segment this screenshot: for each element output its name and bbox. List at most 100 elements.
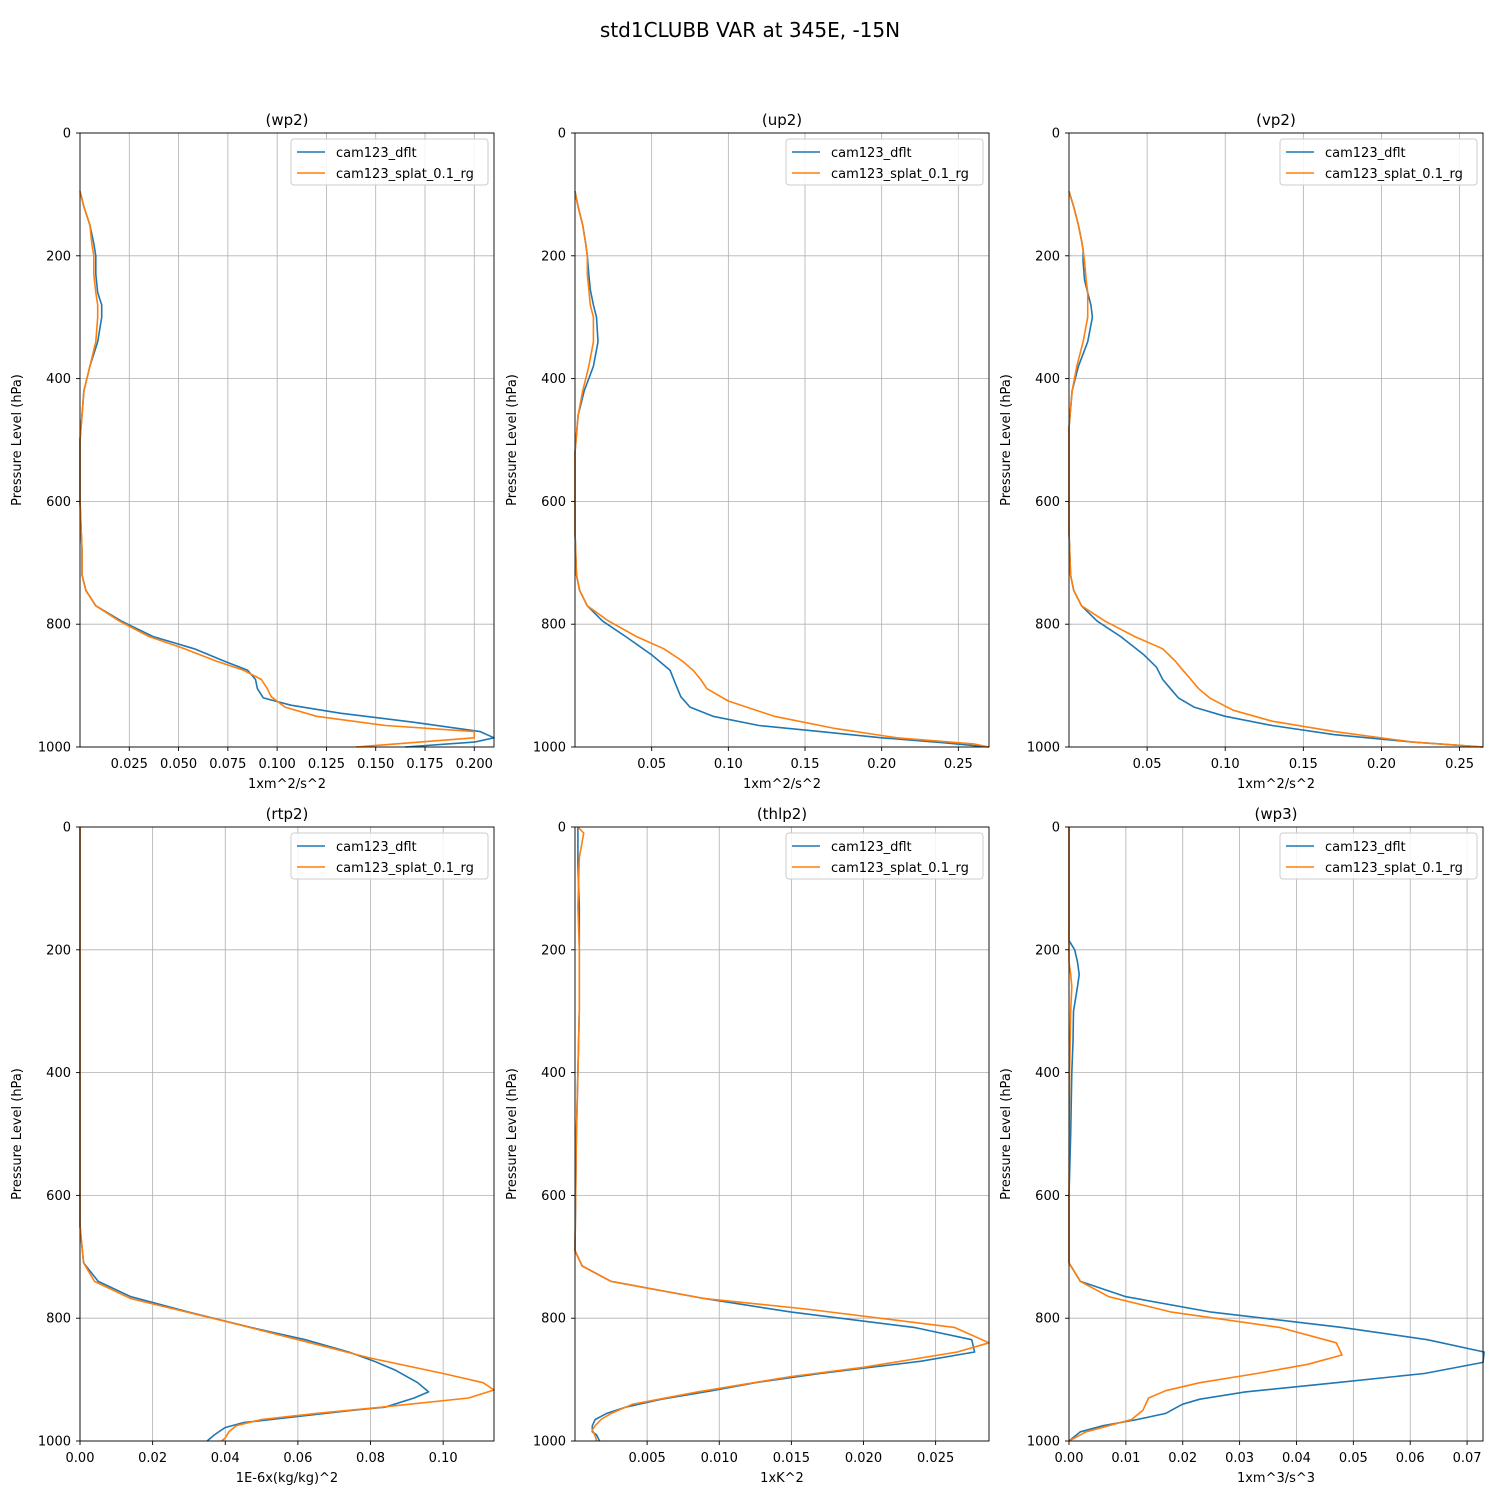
x-tick-label: 0.025	[111, 757, 148, 772]
legend-label: cam123_splat_0.1_rg	[336, 167, 474, 182]
y-axis-label: Pressure Level (hPa)	[505, 374, 520, 506]
legend-label: cam123_splat_0.1_rg	[1325, 861, 1463, 876]
y-tick-label: 400	[46, 1066, 71, 1081]
x-tick-label: 0.050	[160, 757, 197, 772]
panel-title: (vp2)	[1256, 111, 1296, 129]
axes-frame	[574, 826, 990, 1442]
legend-box	[785, 138, 984, 186]
x-tick-label: 0.15	[1289, 757, 1318, 772]
x-tick-label: 0.05	[1339, 1451, 1368, 1466]
legend-label: cam123_splat_0.1_rg	[336, 861, 474, 876]
x-tick-label: 0.175	[406, 757, 443, 772]
legend-label: cam123_dflt	[336, 146, 417, 161]
chart-panel: 0.05 0.10 0.15 0.20 0.25 0 200 400 600 800 1000 (vp…	[999, 111, 1484, 792]
series-line-cam123_splat_0.1_rg	[574, 826, 990, 1442]
y-tick-label: 0	[558, 821, 566, 836]
y-tick-label: 400	[1035, 372, 1060, 387]
panel-title: (wp3)	[1254, 805, 1297, 823]
x-tick-label: 0.15	[791, 757, 820, 772]
y-tick-label: 200	[541, 249, 566, 264]
legend: cam123_dflt cam123_splat_0.1_rg	[785, 138, 984, 186]
axes-frame	[1068, 132, 1484, 748]
y-tick-label: 1000	[38, 1435, 71, 1450]
x-axis-label: 1E-6x(kg/kg)^2	[236, 1471, 338, 1486]
x-tick-label: 0.00	[1055, 1451, 1084, 1466]
x-axis-label: 1xm^2/s^2	[1237, 777, 1315, 792]
y-tick-label: 200	[1035, 943, 1060, 958]
x-tick-label: 0.020	[845, 1451, 882, 1466]
legend-label: cam123_dflt	[336, 840, 417, 855]
panel-title: (rtp2)	[266, 805, 309, 823]
y-tick-label: 800	[1035, 1312, 1060, 1327]
y-tick-label: 1000	[38, 741, 71, 756]
x-tick-label: 0.04	[1282, 1451, 1311, 1466]
legend: cam123_dflt cam123_splat_0.1_rg	[290, 138, 489, 186]
y-tick-label: 600	[1035, 1189, 1060, 1204]
x-tick-label: 0.10	[714, 757, 743, 772]
y-tick-label: 600	[46, 1189, 71, 1204]
chart-panel: 0.00 0.01 0.02 0.03 0.04 0.05 0.06 0.07 0 200 400 6…	[999, 805, 1485, 1486]
y-tick-label: 1000	[1027, 1435, 1060, 1450]
y-tick-label: 800	[1035, 618, 1060, 633]
y-tick-label: 200	[541, 943, 566, 958]
x-tick-label: 0.005	[629, 1451, 666, 1466]
legend-label: cam123_splat_0.1_rg	[831, 861, 969, 876]
chart-panel: 0.00 0.02 0.04 0.06 0.08 0.10 0 200 400 600 800 100…	[10, 805, 495, 1486]
y-tick-label: 800	[46, 1312, 71, 1327]
legend-box	[290, 138, 489, 186]
legend-label: cam123_dflt	[1325, 146, 1406, 161]
x-tick-label: 0.20	[1367, 757, 1396, 772]
x-tick-label: 0.06	[1396, 1451, 1425, 1466]
y-tick-label: 400	[46, 372, 71, 387]
x-tick-label: 0.02	[1168, 1451, 1197, 1466]
series-line-cam123_dflt	[1068, 827, 1485, 1442]
y-tick-label: 600	[1035, 495, 1060, 510]
x-tick-label: 0.10	[1211, 757, 1240, 772]
x-tick-label: 0.20	[867, 757, 896, 772]
axes-frame	[79, 132, 495, 748]
y-tick-label: 200	[46, 943, 71, 958]
x-tick-label: 0.010	[701, 1451, 738, 1466]
legend-box	[785, 832, 984, 880]
x-axis-label: 1xm^3/s^3	[1237, 1471, 1315, 1486]
x-tick-label: 0.04	[211, 1451, 240, 1466]
x-tick-label: 0.05	[637, 757, 666, 772]
panel-title: (wp2)	[265, 111, 308, 129]
legend-box	[290, 832, 489, 880]
x-tick-label: 0.02	[138, 1451, 167, 1466]
y-tick-label: 0	[63, 127, 71, 142]
series-line-cam123_splat_0.1_rg	[1068, 827, 1343, 1442]
y-axis-label: Pressure Level (hPa)	[10, 374, 25, 506]
x-tick-label: 0.25	[944, 757, 973, 772]
y-tick-label: 800	[541, 1312, 566, 1327]
chart-panel: 0.025 0.050 0.075 0.100 0.125 0.150 0.175 0.200…	[10, 111, 495, 792]
y-axis-label: Pressure Level (hPa)	[505, 1068, 520, 1200]
x-tick-label: 0.200	[456, 757, 493, 772]
x-tick-label: 0.075	[209, 757, 246, 772]
x-tick-label: 0.07	[1453, 1451, 1482, 1466]
panel-title: (thlp2)	[757, 805, 807, 823]
y-tick-label: 0	[558, 127, 566, 142]
x-tick-label: 0.05	[1133, 757, 1162, 772]
x-tick-label: 0.08	[356, 1451, 385, 1466]
x-tick-label: 0.025	[917, 1451, 954, 1466]
chart-panel: 0.005 0.010 0.015 0.020 0.025 0 200 400 600 800 10…	[505, 805, 990, 1486]
legend: cam123_dflt cam123_splat_0.1_rg	[1279, 138, 1478, 186]
x-tick-label: 0.10	[429, 1451, 458, 1466]
y-axis-label: Pressure Level (hPa)	[999, 1068, 1014, 1200]
y-tick-label: 400	[541, 1066, 566, 1081]
axes-frame	[1068, 826, 1484, 1442]
x-axis-label: 1xm^2/s^2	[743, 777, 821, 792]
legend-label: cam123_splat_0.1_rg	[831, 167, 969, 182]
series-line-cam123_dflt	[79, 827, 430, 1442]
series-line-cam123_splat_0.1_rg	[574, 191, 990, 748]
legend-label: cam123_dflt	[831, 840, 912, 855]
series-line-cam123_splat_0.1_rg	[1068, 191, 1484, 748]
panel-title: (up2)	[762, 111, 802, 129]
series-line-cam123_splat_0.1_rg	[79, 827, 495, 1442]
y-tick-label: 1000	[533, 741, 566, 756]
y-tick-label: 1000	[533, 1435, 566, 1450]
y-tick-label: 600	[541, 495, 566, 510]
